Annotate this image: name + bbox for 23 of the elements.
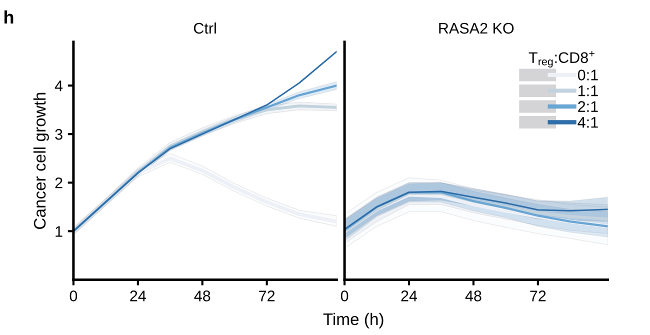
x-tick-label: 72 [530,290,546,302]
text: h [4,10,14,24]
x-tick-label: 72 [259,290,275,302]
legend-label: 2:1 [578,101,598,112]
x-axis-title: Time (h) [323,312,384,328]
line-series [73,50,337,232]
x-tick-label: 24 [401,290,418,302]
legend-label: 4:1 [578,117,598,128]
x-tick-label: 48 [194,290,210,302]
y-tick-label: 3 [55,128,62,140]
y-axis-title: Cancer cell growth [33,92,49,229]
x-tick-label: 0 [70,290,78,302]
chart-title: Ctrl [194,22,216,34]
legend-label: 0:1 [578,70,598,80]
y-tick-label: 1 [56,226,62,237]
x-tick-label: 0 [340,290,348,302]
legend-label: 1:1 [578,86,598,96]
x-tick-label: 48 [465,290,482,302]
y-tick-label: 2 [55,178,62,188]
chart-title: RASA2 KO [439,22,514,34]
x-tick-label: 24 [130,290,146,302]
y-tick-label: 4 [54,80,63,92]
legend-title: T$_{reg}$:CD8$^{+}$ [528,51,594,68]
